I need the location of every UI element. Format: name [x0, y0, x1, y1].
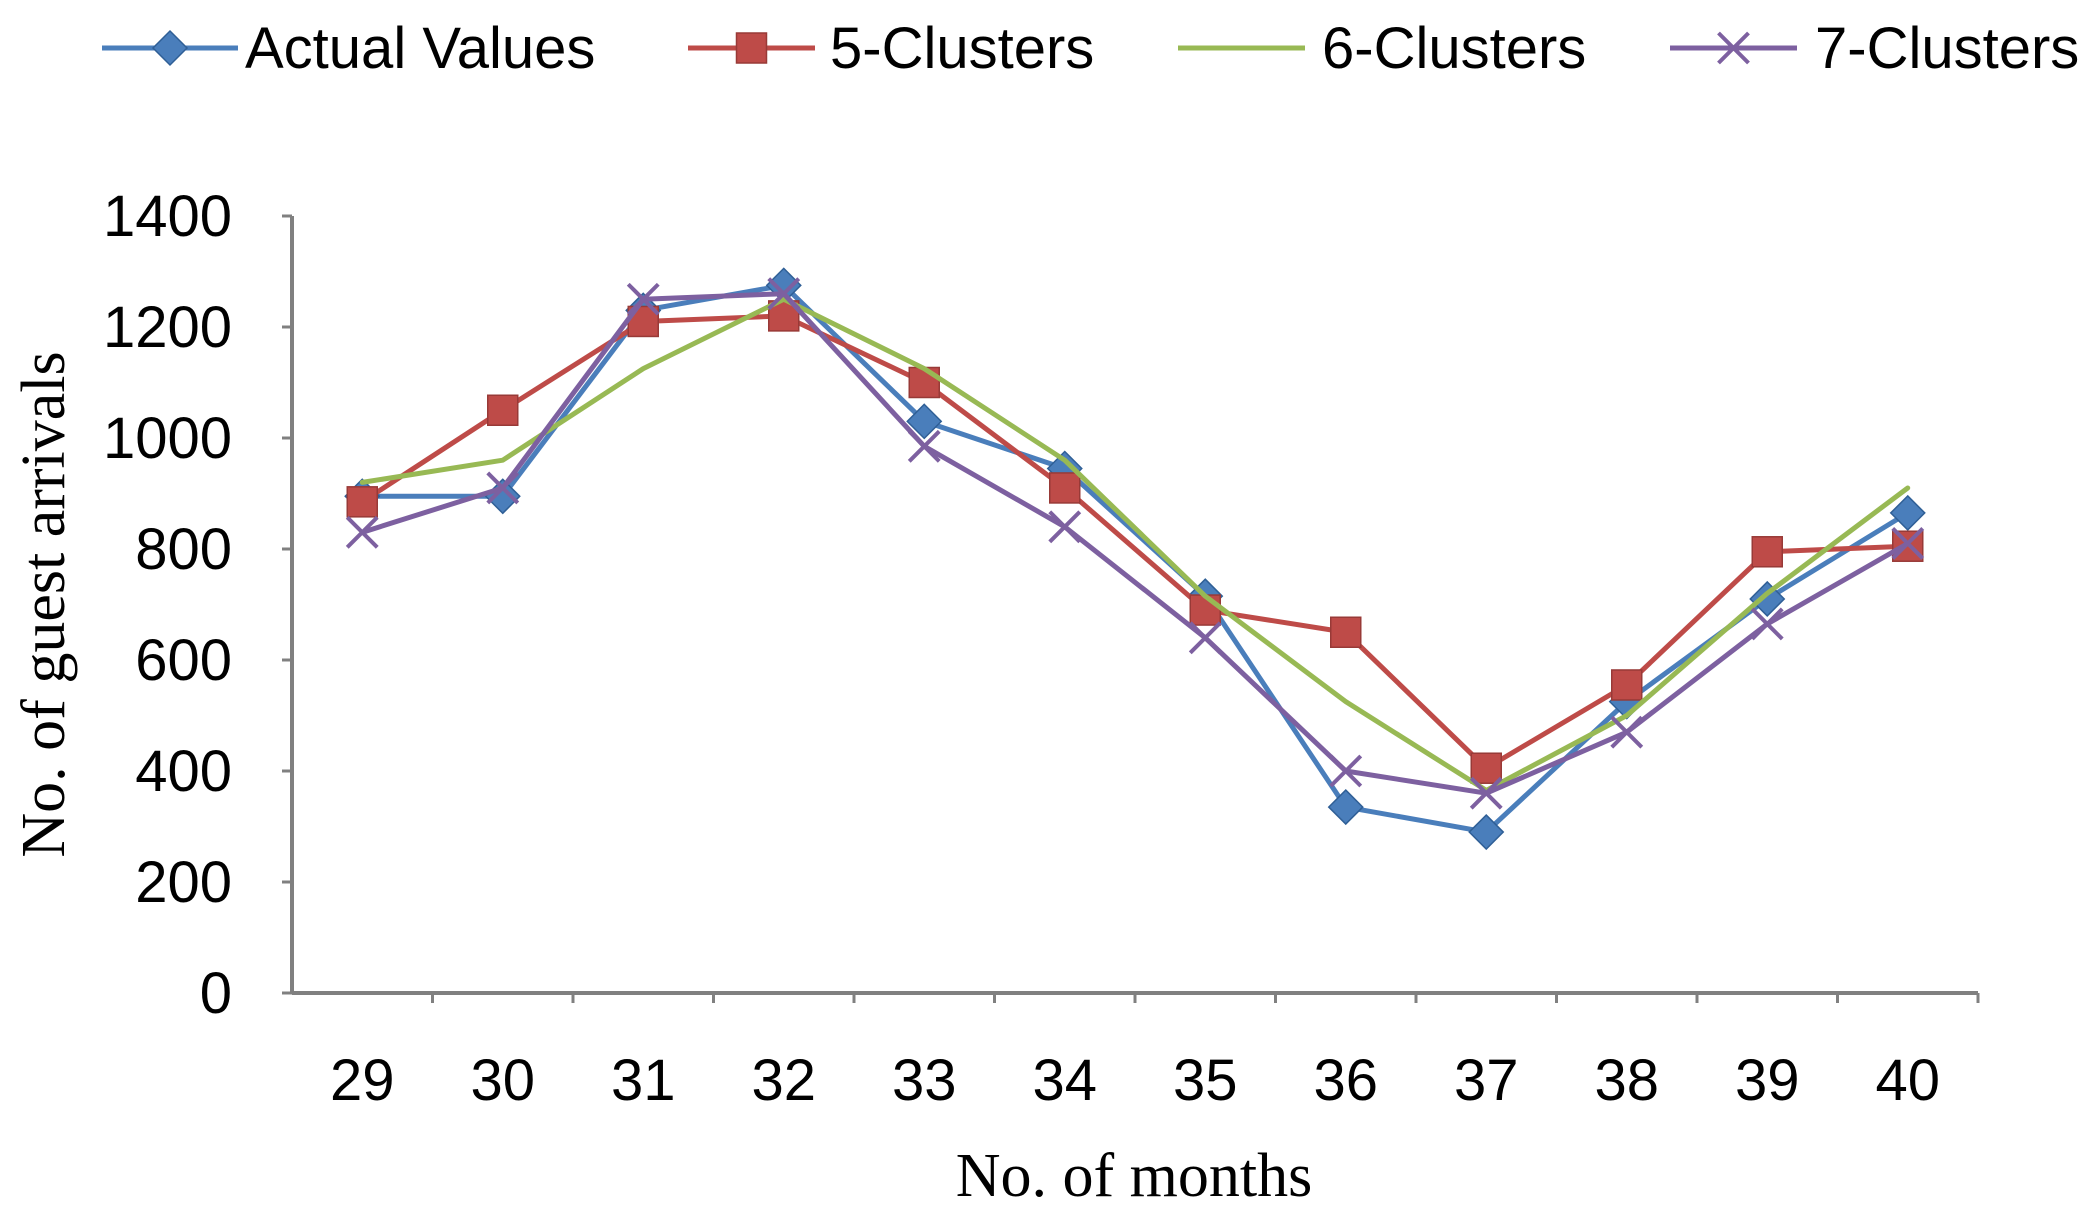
data-point-square [1189, 594, 1221, 626]
series-6-clusters [359, 296, 1911, 793]
legend-entry: 6-Clusters [1178, 16, 1586, 81]
data-point-square [487, 394, 519, 426]
y-tick-label: 0 [200, 961, 232, 1026]
y-tick-label: 1400 [103, 184, 232, 249]
legend-label: 5-Clusters [830, 16, 1094, 81]
x-tick-label: 30 [470, 1048, 535, 1113]
data-point-diamond [151, 29, 189, 67]
data-point-diamond [1468, 813, 1505, 851]
series-5-clusters [346, 300, 1924, 784]
x-tick-label: 29 [330, 1048, 395, 1113]
x-tick-label: 31 [611, 1048, 676, 1113]
x-tick-label: 40 [1875, 1048, 1940, 1113]
data-point-x [1717, 31, 1750, 65]
x-tick-label: 33 [892, 1048, 957, 1113]
series-line [359, 291, 1911, 796]
y-tick-label: 1000 [103, 406, 232, 471]
y-tick-label: 600 [135, 628, 232, 693]
data-point-square [346, 486, 378, 518]
x-axis-title: No. of months [956, 1142, 1313, 1210]
x-tick-label: 39 [1735, 1048, 1800, 1113]
data-point-square [1751, 536, 1783, 568]
x-tick-label: 38 [1594, 1048, 1659, 1113]
data-point-x [1469, 776, 1503, 810]
y-tick-label: 400 [135, 739, 232, 804]
data-point-x [1048, 510, 1082, 544]
legend-label: Actual Values [245, 16, 595, 81]
data-point-x [767, 277, 801, 311]
legend-entry: 5-Clusters [688, 16, 1094, 81]
data-point-x [1329, 754, 1363, 788]
y-tick-label: 200 [135, 850, 232, 915]
legend: Actual Values 5-Clusters 6-Clusters 7-Clust… [102, 16, 2079, 81]
y-tick-label: 1200 [103, 295, 232, 360]
data-point-square [735, 32, 768, 64]
data-point-diamond [1749, 580, 1786, 618]
series-line [359, 313, 1911, 771]
x-tick-label: 37 [1454, 1048, 1519, 1113]
series-layer [344, 267, 1926, 851]
data-point-x [626, 282, 660, 316]
y-axis-title: No. of guest arrivals [10, 351, 78, 857]
data-point-square [1470, 752, 1502, 784]
data-point-x [345, 515, 379, 549]
series-7-clusters [345, 277, 1925, 810]
data-point-x [1891, 527, 1925, 560]
x-tick-label: 36 [1313, 1048, 1378, 1113]
series-actual-values [344, 267, 1926, 851]
data-point-diamond [1327, 789, 1364, 826]
data-point-square [1330, 616, 1362, 648]
legend-label: 6-Clusters [1322, 16, 1586, 81]
series-line [359, 296, 1911, 793]
data-point-x [1188, 621, 1222, 655]
data-point-square [1049, 472, 1081, 504]
x-axis-ticks: 29 30 31 32 33 34 35 36 37 38 39 40 [330, 993, 1980, 1113]
x-tick-label: 32 [751, 1048, 816, 1113]
data-point-x [1610, 715, 1644, 749]
data-point-square [908, 366, 940, 399]
y-axis-ticks: 0 200 400 600 800 1000 1200 1400 [103, 184, 292, 1026]
data-point-diamond [1889, 494, 1926, 531]
x-tick-label: 34 [1032, 1048, 1097, 1113]
data-point-x [486, 471, 520, 505]
data-point-diamond [906, 403, 943, 440]
axes [290, 216, 1978, 995]
legend-entry: 7-Clusters [1670, 16, 2079, 81]
data-point-x [907, 429, 941, 463]
legend-label: 7-Clusters [1815, 16, 2079, 81]
data-point-square [1611, 669, 1643, 701]
series-line [359, 282, 1911, 835]
x-tick-label: 35 [1173, 1048, 1238, 1113]
data-point-x [1750, 607, 1784, 641]
legend-entry: Actual Values [102, 16, 595, 81]
y-tick-label: 800 [135, 517, 232, 582]
